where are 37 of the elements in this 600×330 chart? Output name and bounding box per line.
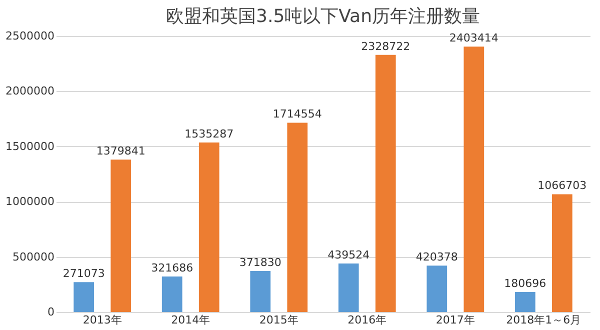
x-tick-label: 2018年1～6月 xyxy=(506,314,582,326)
bar xyxy=(338,263,359,312)
data-label: 439524 xyxy=(328,248,370,262)
bar xyxy=(110,160,132,312)
chart-title: 欧盟和英国3.5吨以下Van历年注册数量 xyxy=(166,6,480,27)
x-tick-label: 2016年 xyxy=(348,314,387,326)
y-tick-label: 2000000 xyxy=(6,84,54,98)
y-tick-label: 2500000 xyxy=(6,30,54,42)
data-label: 1535287 xyxy=(184,128,234,141)
bar xyxy=(198,142,220,312)
data-label: 1379841 xyxy=(96,144,146,158)
bar xyxy=(426,266,448,312)
data-label: 180696 xyxy=(504,277,546,290)
bar xyxy=(375,54,396,312)
bar xyxy=(287,122,308,312)
bar xyxy=(162,276,182,312)
data-label: 1066703 xyxy=(538,179,587,192)
data-label: 321686 xyxy=(151,261,194,274)
x-tick-label: 2013年 xyxy=(82,314,122,326)
y-tick-label: 1500000 xyxy=(6,140,54,153)
x-tick-label: 2014年 xyxy=(171,314,210,326)
x-tick-label: 2017年 xyxy=(436,314,475,326)
bar xyxy=(74,282,94,312)
bar xyxy=(464,46,484,312)
y-tick-label: 1000000 xyxy=(6,195,54,208)
data-label: 420378 xyxy=(416,250,458,264)
data-label: 271073 xyxy=(62,267,105,280)
y-tick-label: 0 xyxy=(48,306,54,318)
y-tick-label: 500000 xyxy=(12,250,54,264)
data-label: 2328722 xyxy=(361,40,410,53)
bar xyxy=(514,292,536,312)
data-label: 371830 xyxy=(239,256,282,269)
bar xyxy=(552,194,572,312)
data-label: 2403414 xyxy=(449,32,498,45)
x-tick-label: 2015年 xyxy=(259,314,298,326)
data-label: 1714554 xyxy=(272,108,322,121)
bar xyxy=(250,270,271,312)
